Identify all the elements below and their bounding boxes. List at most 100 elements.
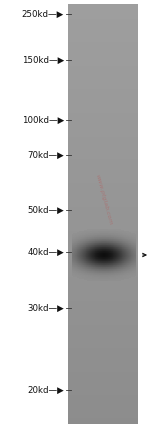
Bar	[113, 275, 114, 276]
Bar	[86, 266, 87, 267]
Bar	[97, 250, 98, 251]
Bar	[89, 264, 90, 265]
Bar	[97, 230, 98, 231]
Bar	[124, 268, 125, 269]
Bar	[132, 234, 133, 235]
Bar	[105, 253, 106, 254]
Bar	[118, 279, 119, 280]
Bar	[92, 252, 93, 253]
Bar	[68, 396, 138, 398]
Text: 50kd—▶: 50kd—▶	[27, 205, 64, 214]
Bar	[116, 255, 117, 256]
Bar	[109, 259, 110, 260]
Bar	[121, 250, 122, 251]
Bar	[82, 245, 83, 246]
Bar	[105, 230, 106, 231]
Bar	[113, 238, 114, 239]
Bar	[133, 237, 134, 238]
Bar	[95, 229, 96, 230]
Bar	[105, 270, 106, 271]
Bar	[111, 268, 112, 269]
Bar	[68, 42, 138, 43]
Bar	[111, 262, 112, 263]
Bar	[120, 252, 121, 253]
Bar	[88, 231, 89, 232]
Bar	[132, 243, 133, 244]
Bar	[85, 257, 86, 258]
Bar	[114, 262, 115, 263]
Bar	[106, 271, 107, 272]
Bar	[134, 245, 135, 246]
Bar	[128, 272, 129, 273]
Bar	[131, 250, 132, 251]
Bar	[115, 235, 116, 236]
Bar	[113, 243, 114, 244]
Bar	[68, 256, 138, 257]
Bar	[101, 254, 102, 255]
Bar	[113, 253, 114, 254]
Bar	[68, 70, 138, 71]
Bar	[131, 265, 132, 266]
Bar	[130, 261, 131, 262]
Bar	[83, 274, 84, 275]
Bar	[89, 254, 90, 255]
Bar	[68, 326, 138, 327]
Bar	[114, 248, 115, 249]
Bar	[88, 255, 89, 256]
Bar	[90, 254, 91, 255]
Bar	[95, 230, 96, 231]
Bar	[126, 269, 127, 270]
Bar	[112, 265, 113, 266]
Bar	[77, 265, 78, 266]
Bar	[81, 243, 82, 244]
Bar	[133, 236, 134, 237]
Bar	[108, 265, 109, 266]
Bar	[118, 229, 119, 230]
Bar	[83, 259, 84, 260]
Bar	[115, 265, 116, 266]
Bar	[91, 229, 92, 230]
Bar	[80, 263, 81, 264]
Bar	[134, 244, 135, 245]
Bar	[68, 316, 138, 318]
Bar	[68, 308, 138, 309]
Bar	[122, 254, 123, 255]
Bar	[75, 250, 76, 251]
Bar	[116, 258, 117, 259]
Bar	[81, 242, 82, 243]
Bar	[78, 266, 79, 267]
Bar	[86, 278, 87, 279]
Bar	[127, 271, 128, 272]
Bar	[132, 257, 133, 258]
Bar	[124, 234, 125, 235]
Bar	[101, 239, 102, 240]
Bar	[92, 238, 93, 239]
Bar	[94, 240, 95, 241]
Bar	[96, 274, 97, 275]
Bar	[119, 232, 120, 233]
Bar	[100, 256, 101, 257]
Bar	[109, 235, 110, 236]
Bar	[94, 249, 95, 250]
Bar	[81, 261, 82, 262]
Bar	[68, 173, 138, 175]
Bar	[72, 254, 73, 255]
Bar	[133, 233, 134, 234]
Bar	[68, 350, 138, 351]
Bar	[93, 246, 94, 247]
Bar	[94, 273, 95, 274]
Bar	[88, 244, 89, 245]
Bar	[72, 269, 73, 270]
Bar	[122, 274, 123, 275]
Bar	[115, 268, 116, 269]
Bar	[68, 179, 138, 180]
Bar	[96, 269, 97, 270]
Bar	[91, 259, 92, 260]
Bar	[68, 288, 138, 290]
Bar	[99, 245, 100, 246]
Bar	[125, 262, 126, 263]
Bar	[97, 235, 98, 236]
Bar	[134, 268, 135, 269]
Bar	[76, 265, 77, 266]
Bar	[88, 242, 89, 243]
